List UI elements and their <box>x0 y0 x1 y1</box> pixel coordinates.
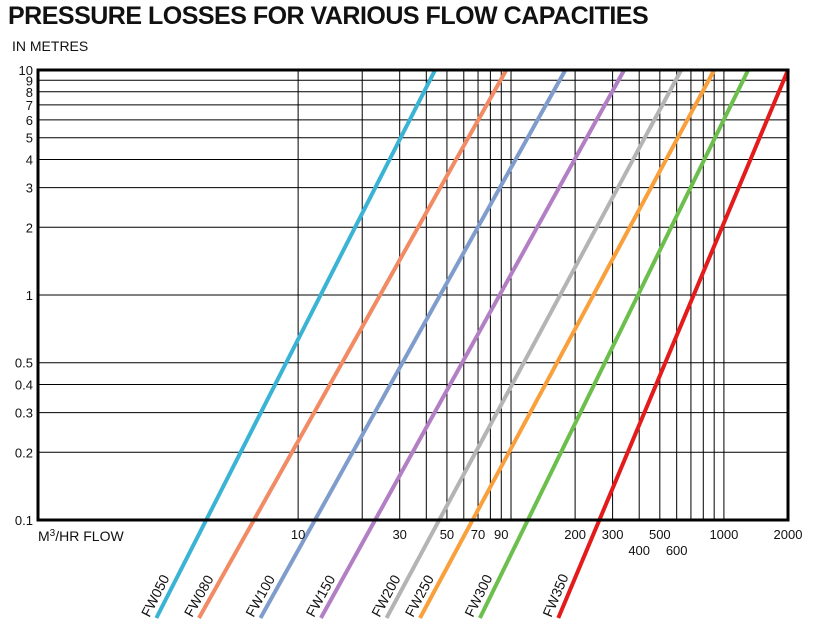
y-tick-label: 3 <box>26 181 33 196</box>
x-tick-label: 70 <box>471 527 485 542</box>
x-tick-label: 2000 <box>774 527 803 542</box>
x-axis-label: M3/HR FLOW <box>38 528 124 544</box>
y-tick-label: 9 <box>26 73 33 88</box>
x-tick-label: 30 <box>392 527 406 542</box>
series-line-fw200 <box>384 69 683 619</box>
x-axis-label-prefix: M <box>38 528 50 544</box>
x-axis-label-superscript: 3 <box>50 528 56 539</box>
x-tick-label: 1000 <box>709 527 738 542</box>
y-tick-label: 0.3 <box>15 406 33 421</box>
x-tick-label: 200 <box>564 527 586 542</box>
y-tick-label: 7 <box>26 98 33 113</box>
y-tick-label: 2 <box>26 220 33 235</box>
y-tick-label: 4 <box>26 153 33 168</box>
y-tick-label: 10 <box>19 63 33 78</box>
chart-title: PRESSURE LOSSES FOR VARIOUS FLOW CAPACIT… <box>8 2 649 30</box>
chart-subtitle: IN METRES <box>12 38 89 54</box>
y-tick-label: 0.2 <box>15 445 33 460</box>
series-layer <box>154 69 790 619</box>
x-tick-label: 10 <box>291 527 305 542</box>
series-line-fw100 <box>258 69 568 619</box>
x-tick-label: 400 <box>628 543 650 558</box>
x-tick-label: 90 <box>494 527 508 542</box>
y-tick-label: 1 <box>26 288 33 303</box>
x-tick-label: 300 <box>602 527 624 542</box>
y-tick-label: 0.5 <box>15 356 33 371</box>
plot-frame <box>36 68 790 522</box>
series-line-fw050 <box>154 69 437 619</box>
y-tick-label: 5 <box>26 131 33 146</box>
y-tick-label: 0.1 <box>15 513 33 528</box>
series-line-fw080 <box>197 69 509 619</box>
series-line-fw150 <box>319 69 626 619</box>
series-line-fw350 <box>556 69 790 619</box>
y-tick-label: 8 <box>26 85 33 100</box>
x-tick-label: 500 <box>649 527 671 542</box>
series-line-fw300 <box>478 69 750 619</box>
x-tick-label: 600 <box>666 543 688 558</box>
y-tick-label: 6 <box>26 113 33 128</box>
x-tick-label: 50 <box>440 527 454 542</box>
y-tick-label: 0.4 <box>15 378 33 393</box>
series-line-fw250 <box>418 69 716 619</box>
x-axis-label-suffix: /HR FLOW <box>55 528 124 544</box>
